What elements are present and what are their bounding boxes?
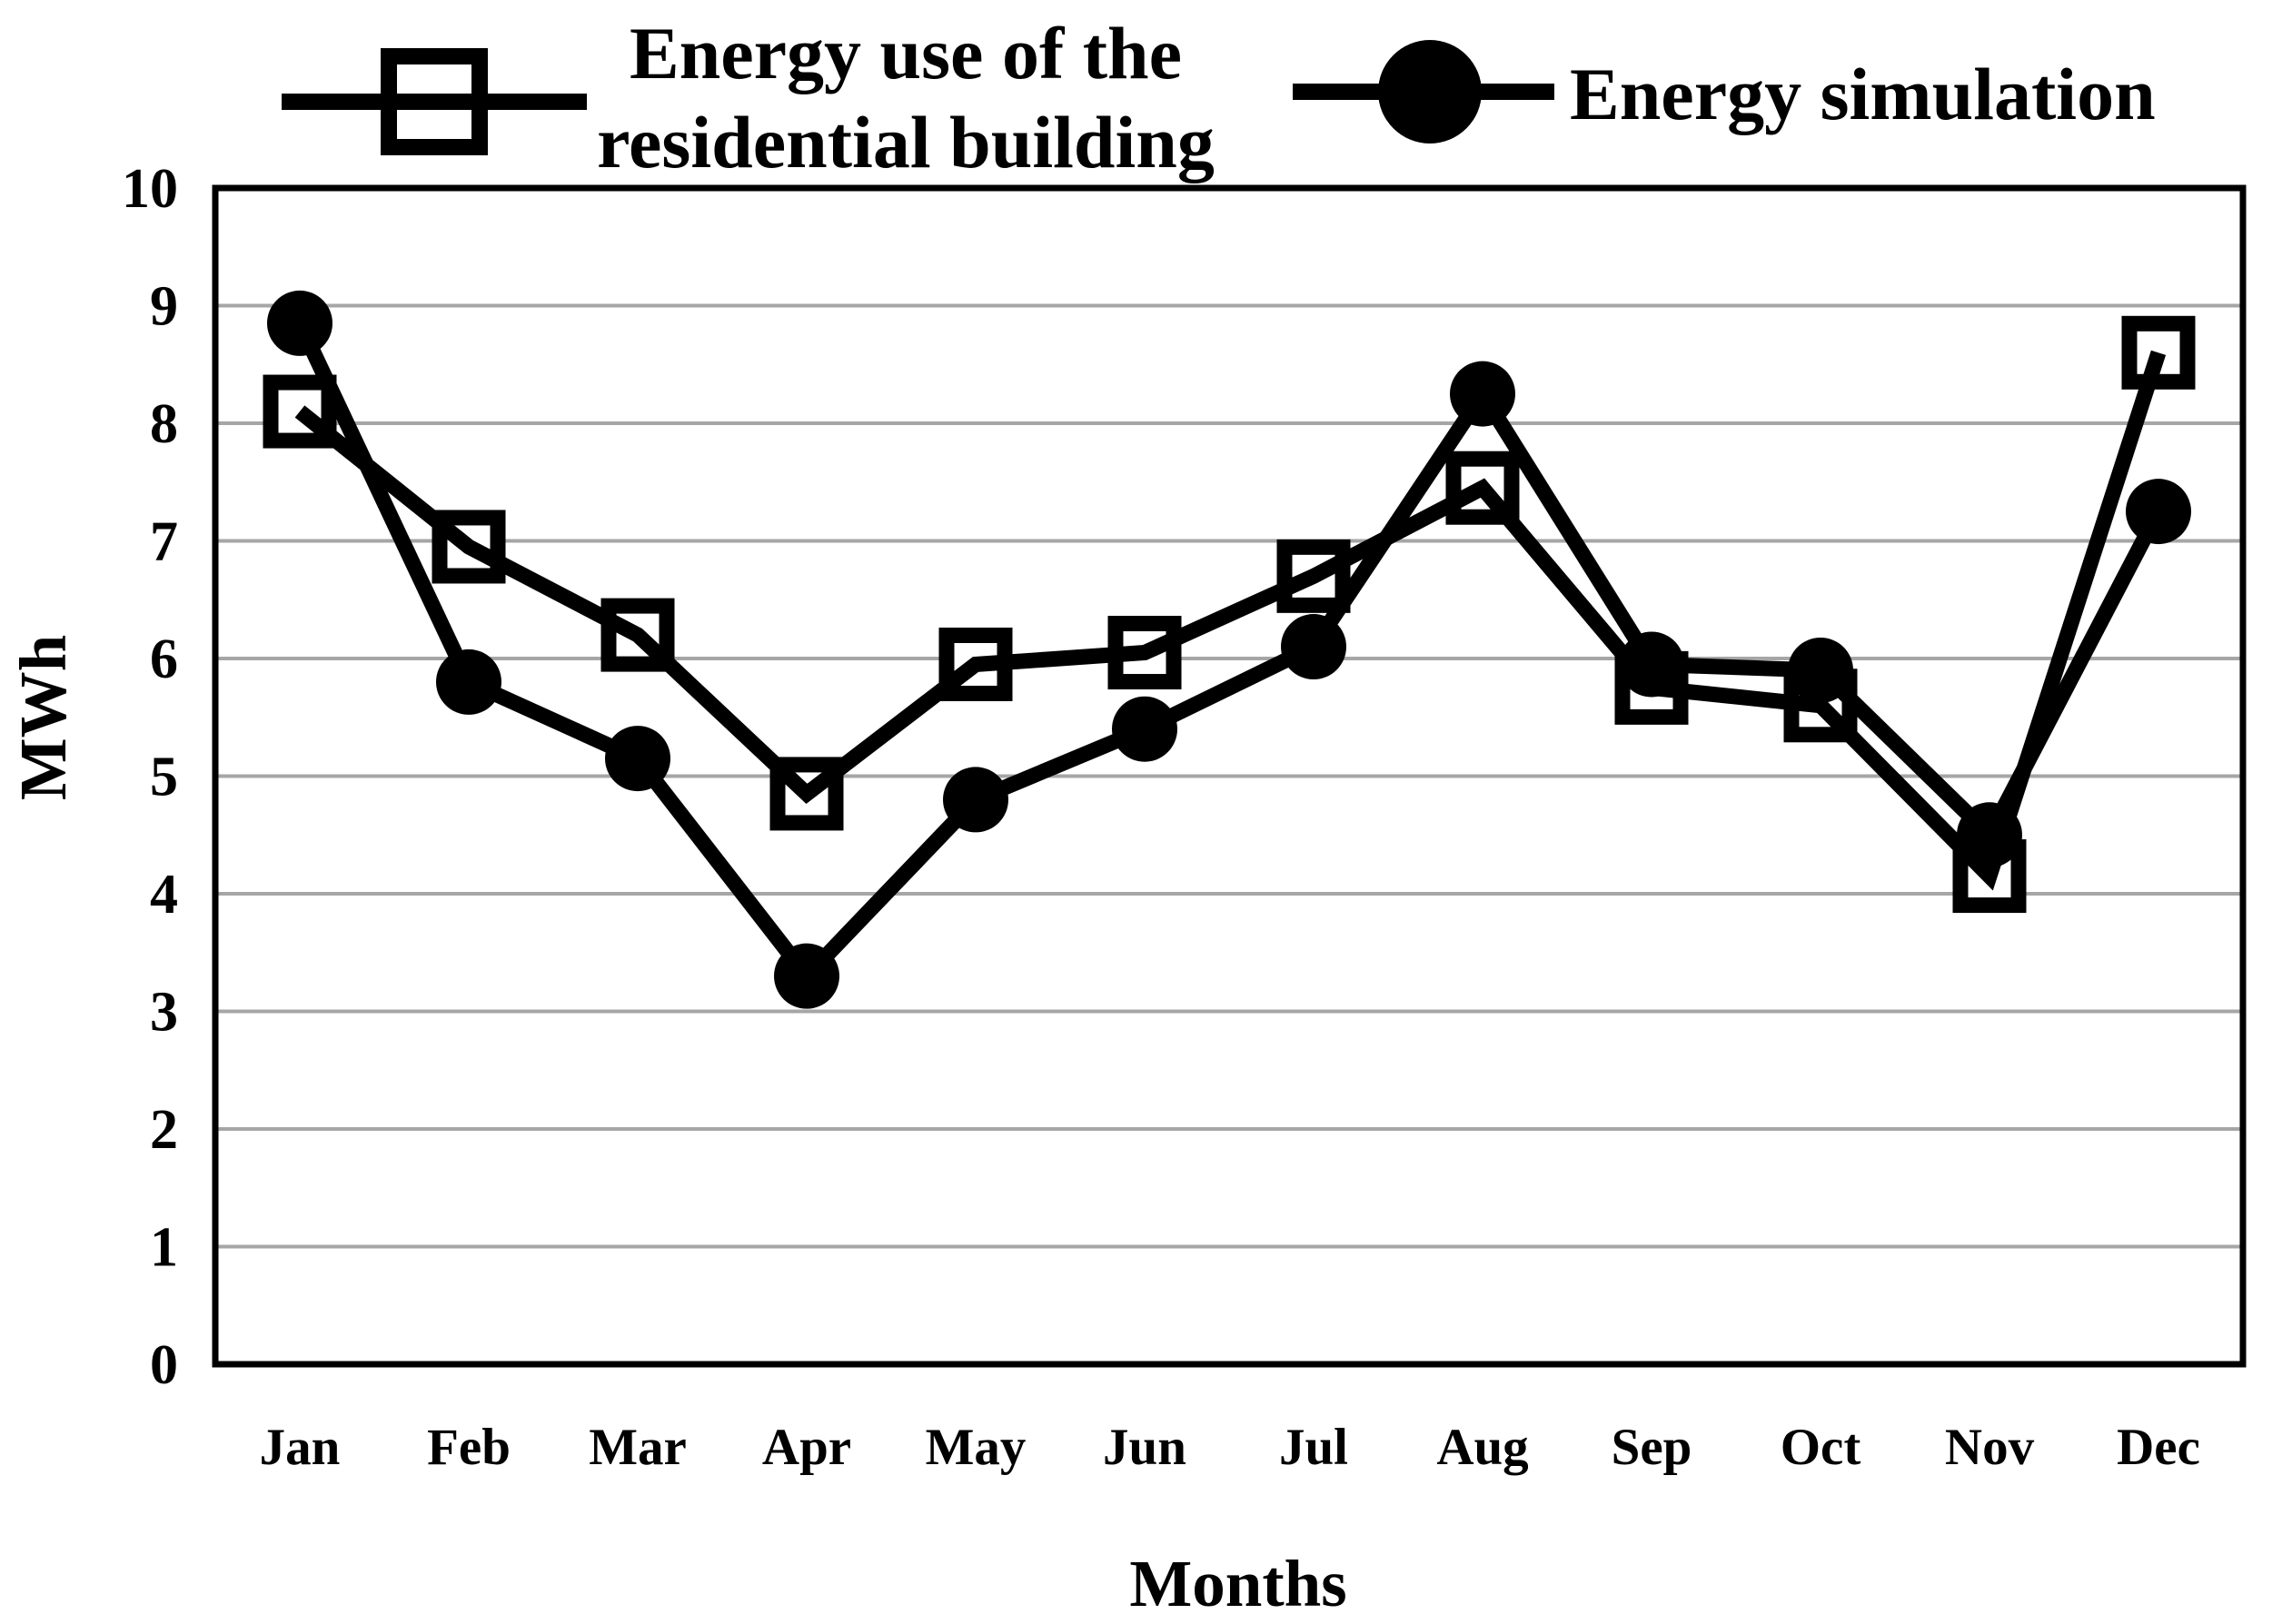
x-tick-label: Dec <box>2117 1419 2200 1476</box>
y-tick-label: 5 <box>150 747 178 808</box>
energy-use-line <box>294 350 2167 891</box>
y-tick-label: 9 <box>150 276 178 338</box>
legend-label-energy-use: Energy use of the residential building <box>597 12 1215 183</box>
y-tick-label: 1 <box>150 1217 178 1279</box>
gridlines <box>215 303 2243 1249</box>
y-tick-label: 3 <box>150 982 178 1044</box>
x-tick-label: Jun <box>1103 1419 1186 1476</box>
x-tick-label: Aug <box>1436 1419 1528 1476</box>
x-tick-label: Mar <box>589 1419 687 1476</box>
circle-marker <box>1281 614 1346 680</box>
y-tick-label: 10 <box>122 158 178 220</box>
y-tick-label: 0 <box>150 1334 178 1396</box>
circle-marker <box>1450 361 1515 427</box>
x-tick-label: May <box>926 1419 1027 1476</box>
x-tick-label: Jul <box>1279 1419 1348 1476</box>
circle-marker <box>2126 479 2191 545</box>
plot-border <box>212 184 2247 1368</box>
circle-marker <box>774 943 839 1009</box>
energy-simulation-line <box>293 320 2166 988</box>
circle-marker <box>1957 802 2022 868</box>
circle-marker <box>943 767 1008 833</box>
x-tick-label: Jan <box>260 1419 341 1476</box>
x-tick-label: Sep <box>1612 1419 1692 1476</box>
legend-circle-marker <box>1378 40 1482 144</box>
x-tick-label: Oct <box>1781 1419 1861 1476</box>
x-tick-label: Nov <box>1945 1419 2035 1476</box>
legend: Energy use of the residential building Ene… <box>282 12 2156 183</box>
y-tick-label: 6 <box>150 629 178 690</box>
circle-marker <box>605 726 670 792</box>
x-axis-tick-labels: Jan Feb Mar Apr May Jun Jul Aug Sep Oct Nov Dec <box>260 1419 2200 1476</box>
circle-marker <box>267 290 332 356</box>
y-tick-label: 4 <box>150 864 178 926</box>
y-tick-label: 8 <box>150 393 178 455</box>
simulation-circle-markers <box>267 290 2191 1009</box>
circle-marker <box>436 649 501 715</box>
y-tick-label: 2 <box>150 1099 178 1161</box>
legend-label-energy-simulation: Energy simulation <box>1570 53 2156 135</box>
circle-marker <box>1619 631 1684 698</box>
y-axis-tick-labels: 0 1 2 3 4 5 6 7 8 9 10 <box>122 158 178 1396</box>
y-axis-title: MWh <box>6 635 80 801</box>
series-lines <box>293 320 2167 988</box>
circle-marker <box>1112 696 1177 762</box>
x-tick-label: Apr <box>762 1419 851 1476</box>
y-tick-label: 7 <box>150 511 178 573</box>
x-tick-label: Feb <box>427 1419 511 1476</box>
circle-marker <box>1788 637 1853 703</box>
x-axis-title: Months <box>1129 1547 1346 1620</box>
